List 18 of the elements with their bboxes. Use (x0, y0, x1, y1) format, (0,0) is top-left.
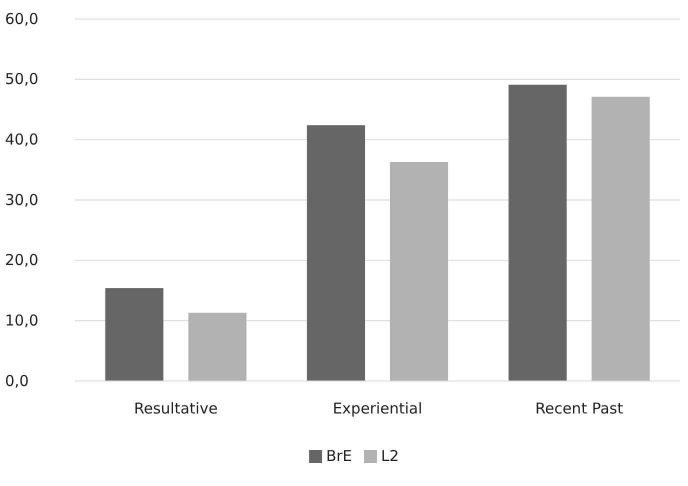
bar (508, 84, 567, 381)
bar (306, 125, 366, 381)
bar (390, 162, 448, 381)
x-tick-label: Recent Past (535, 400, 624, 418)
y-tick-label: 20,0 (5, 251, 38, 270)
y-tick-label: 50,0 (5, 70, 38, 88)
x-tick-label: Experiential (332, 400, 422, 418)
y-tick-label: 10,0 (5, 311, 38, 330)
legend-label: BrE (326, 447, 352, 465)
legend-label: L2 (381, 447, 399, 465)
bar (105, 288, 164, 381)
x-tick-label: Resultative (134, 400, 218, 418)
bar (592, 96, 650, 381)
y-tick-label: 40,0 (5, 130, 38, 148)
y-tick-label: 30,0 (5, 190, 38, 209)
y-tick-label: 60,0 (5, 10, 38, 28)
y-tick-label: 0,0 (5, 372, 29, 390)
bar (188, 312, 246, 381)
